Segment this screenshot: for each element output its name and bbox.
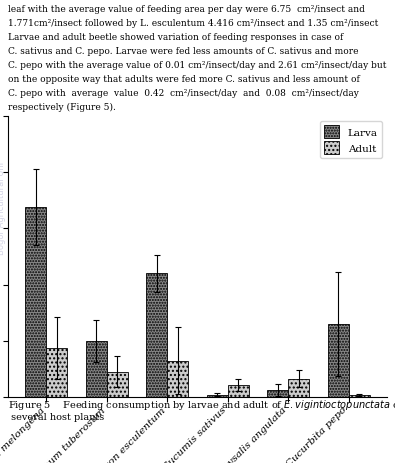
Bar (228, 385, 249, 397)
Bar (327, 324, 349, 397)
Bar (25, 208, 46, 397)
Text: Figure 5    Feeding consumption by larvae and adult of $\it{E. vigintioctopuncta: Figure 5 Feeding consumption by larvae a… (8, 397, 395, 421)
Text: Larvae and adult beetle showed variation of feeding responses in case of: Larvae and adult beetle showed variation… (8, 33, 343, 42)
Text: C. sativus and C. pepo. Larvae were fed less amounts of C. sativus and more: C. sativus and C. pepo. Larvae were fed … (8, 47, 358, 56)
Bar (167, 361, 188, 397)
Text: respectively (Figure 5).: respectively (Figure 5). (8, 103, 116, 112)
Bar (207, 395, 228, 397)
Bar (107, 372, 128, 397)
Text: 1.771cm²/insect followed by L. esculentum 4.416 cm²/insect and 1.35 cm²/insect: 1.771cm²/insect followed by L. esculentu… (8, 19, 378, 28)
Text: C. pepo with  average  value  0.42  cm²/insect/day  and  0.08  cm²/insect/day: C. pepo with average value 0.42 cm²/inse… (8, 89, 359, 98)
Bar (146, 274, 167, 397)
Bar (86, 341, 107, 397)
Bar (46, 348, 68, 397)
Bar (349, 395, 370, 397)
Text: on the opposite way that adults were fed more C. sativus and less amount of: on the opposite way that adults were fed… (8, 75, 360, 84)
Bar (288, 379, 309, 397)
Text: Bogor Agricultural Uni: Bogor Agricultural Uni (0, 162, 6, 255)
Legend: Larva, Adult: Larva, Adult (320, 122, 382, 159)
Text: leaf with the average value of feeding area per day were 6.75  cm²/insect and: leaf with the average value of feeding a… (8, 5, 365, 13)
Text: C. pepo with the average value of 0.01 cm²/insect/day and 2.61 cm²/insect/day bu: C. pepo with the average value of 0.01 c… (8, 61, 386, 70)
Bar (267, 390, 288, 397)
